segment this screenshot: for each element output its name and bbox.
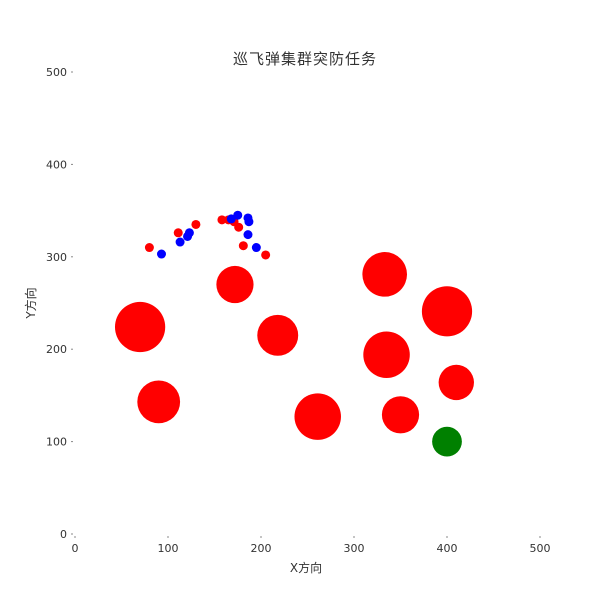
y-tick-label-2: 200 — [46, 343, 67, 356]
circle-s0-p4 — [294, 393, 341, 440]
y-axis-label: Y方向 — [23, 287, 38, 319]
circle-s0-p6 — [363, 331, 410, 378]
circle-s0-p0 — [114, 301, 166, 353]
x-tick-label-1: 100 — [158, 542, 179, 555]
circle-s0-p7 — [381, 396, 420, 434]
dot-s3-p1 — [175, 237, 185, 247]
dot-s3-p3 — [184, 228, 194, 238]
x-tick-label-2: 200 — [251, 542, 272, 555]
x-tick-label-4: 400 — [437, 542, 458, 555]
circle-s0-p2 — [216, 265, 254, 304]
dot-s2-p1 — [173, 228, 183, 238]
dot-s3-p5 — [233, 210, 243, 220]
dot-s2-p0 — [144, 243, 154, 253]
circle-s0-p3 — [257, 314, 299, 356]
circle-s0-p8 — [421, 286, 473, 337]
circle-s0-p1 — [137, 380, 181, 424]
dot-s3-p8 — [243, 230, 253, 240]
dot-s2-p3 — [217, 215, 227, 225]
dot-s2-p2 — [191, 219, 201, 229]
x-tick-label-0: 0 — [72, 542, 79, 555]
dot-s3-p9 — [251, 243, 261, 253]
y-tick-label-1: 100 — [46, 436, 67, 449]
x-tick-label-5: 500 — [530, 542, 551, 555]
dot-s3-p7 — [244, 217, 254, 227]
y-tick-label-5: 500 — [46, 66, 67, 79]
circle-s0-p5 — [362, 252, 408, 297]
dot-s3-p0 — [156, 249, 166, 259]
chart-title: 巡飞弹集群突防任务 — [233, 50, 377, 68]
circle-s0-p9 — [438, 364, 474, 401]
ticks-layer: 0 100 200 300 400 500 0 100 200 300 400 500 — [46, 66, 551, 555]
dot-s2-p8 — [261, 250, 271, 260]
y-tick-label-4: 400 — [46, 158, 67, 171]
x-axis-label: X方向 — [290, 560, 322, 575]
y-tick-label-3: 300 — [46, 251, 67, 264]
x-tick-label-3: 300 — [344, 542, 365, 555]
circle-s1-p0 — [432, 426, 462, 457]
dot-s2-p6 — [234, 222, 244, 232]
y-tick-label-0: 0 — [60, 528, 67, 541]
dot-s2-p7 — [238, 241, 248, 251]
marks-layer — [114, 210, 474, 457]
